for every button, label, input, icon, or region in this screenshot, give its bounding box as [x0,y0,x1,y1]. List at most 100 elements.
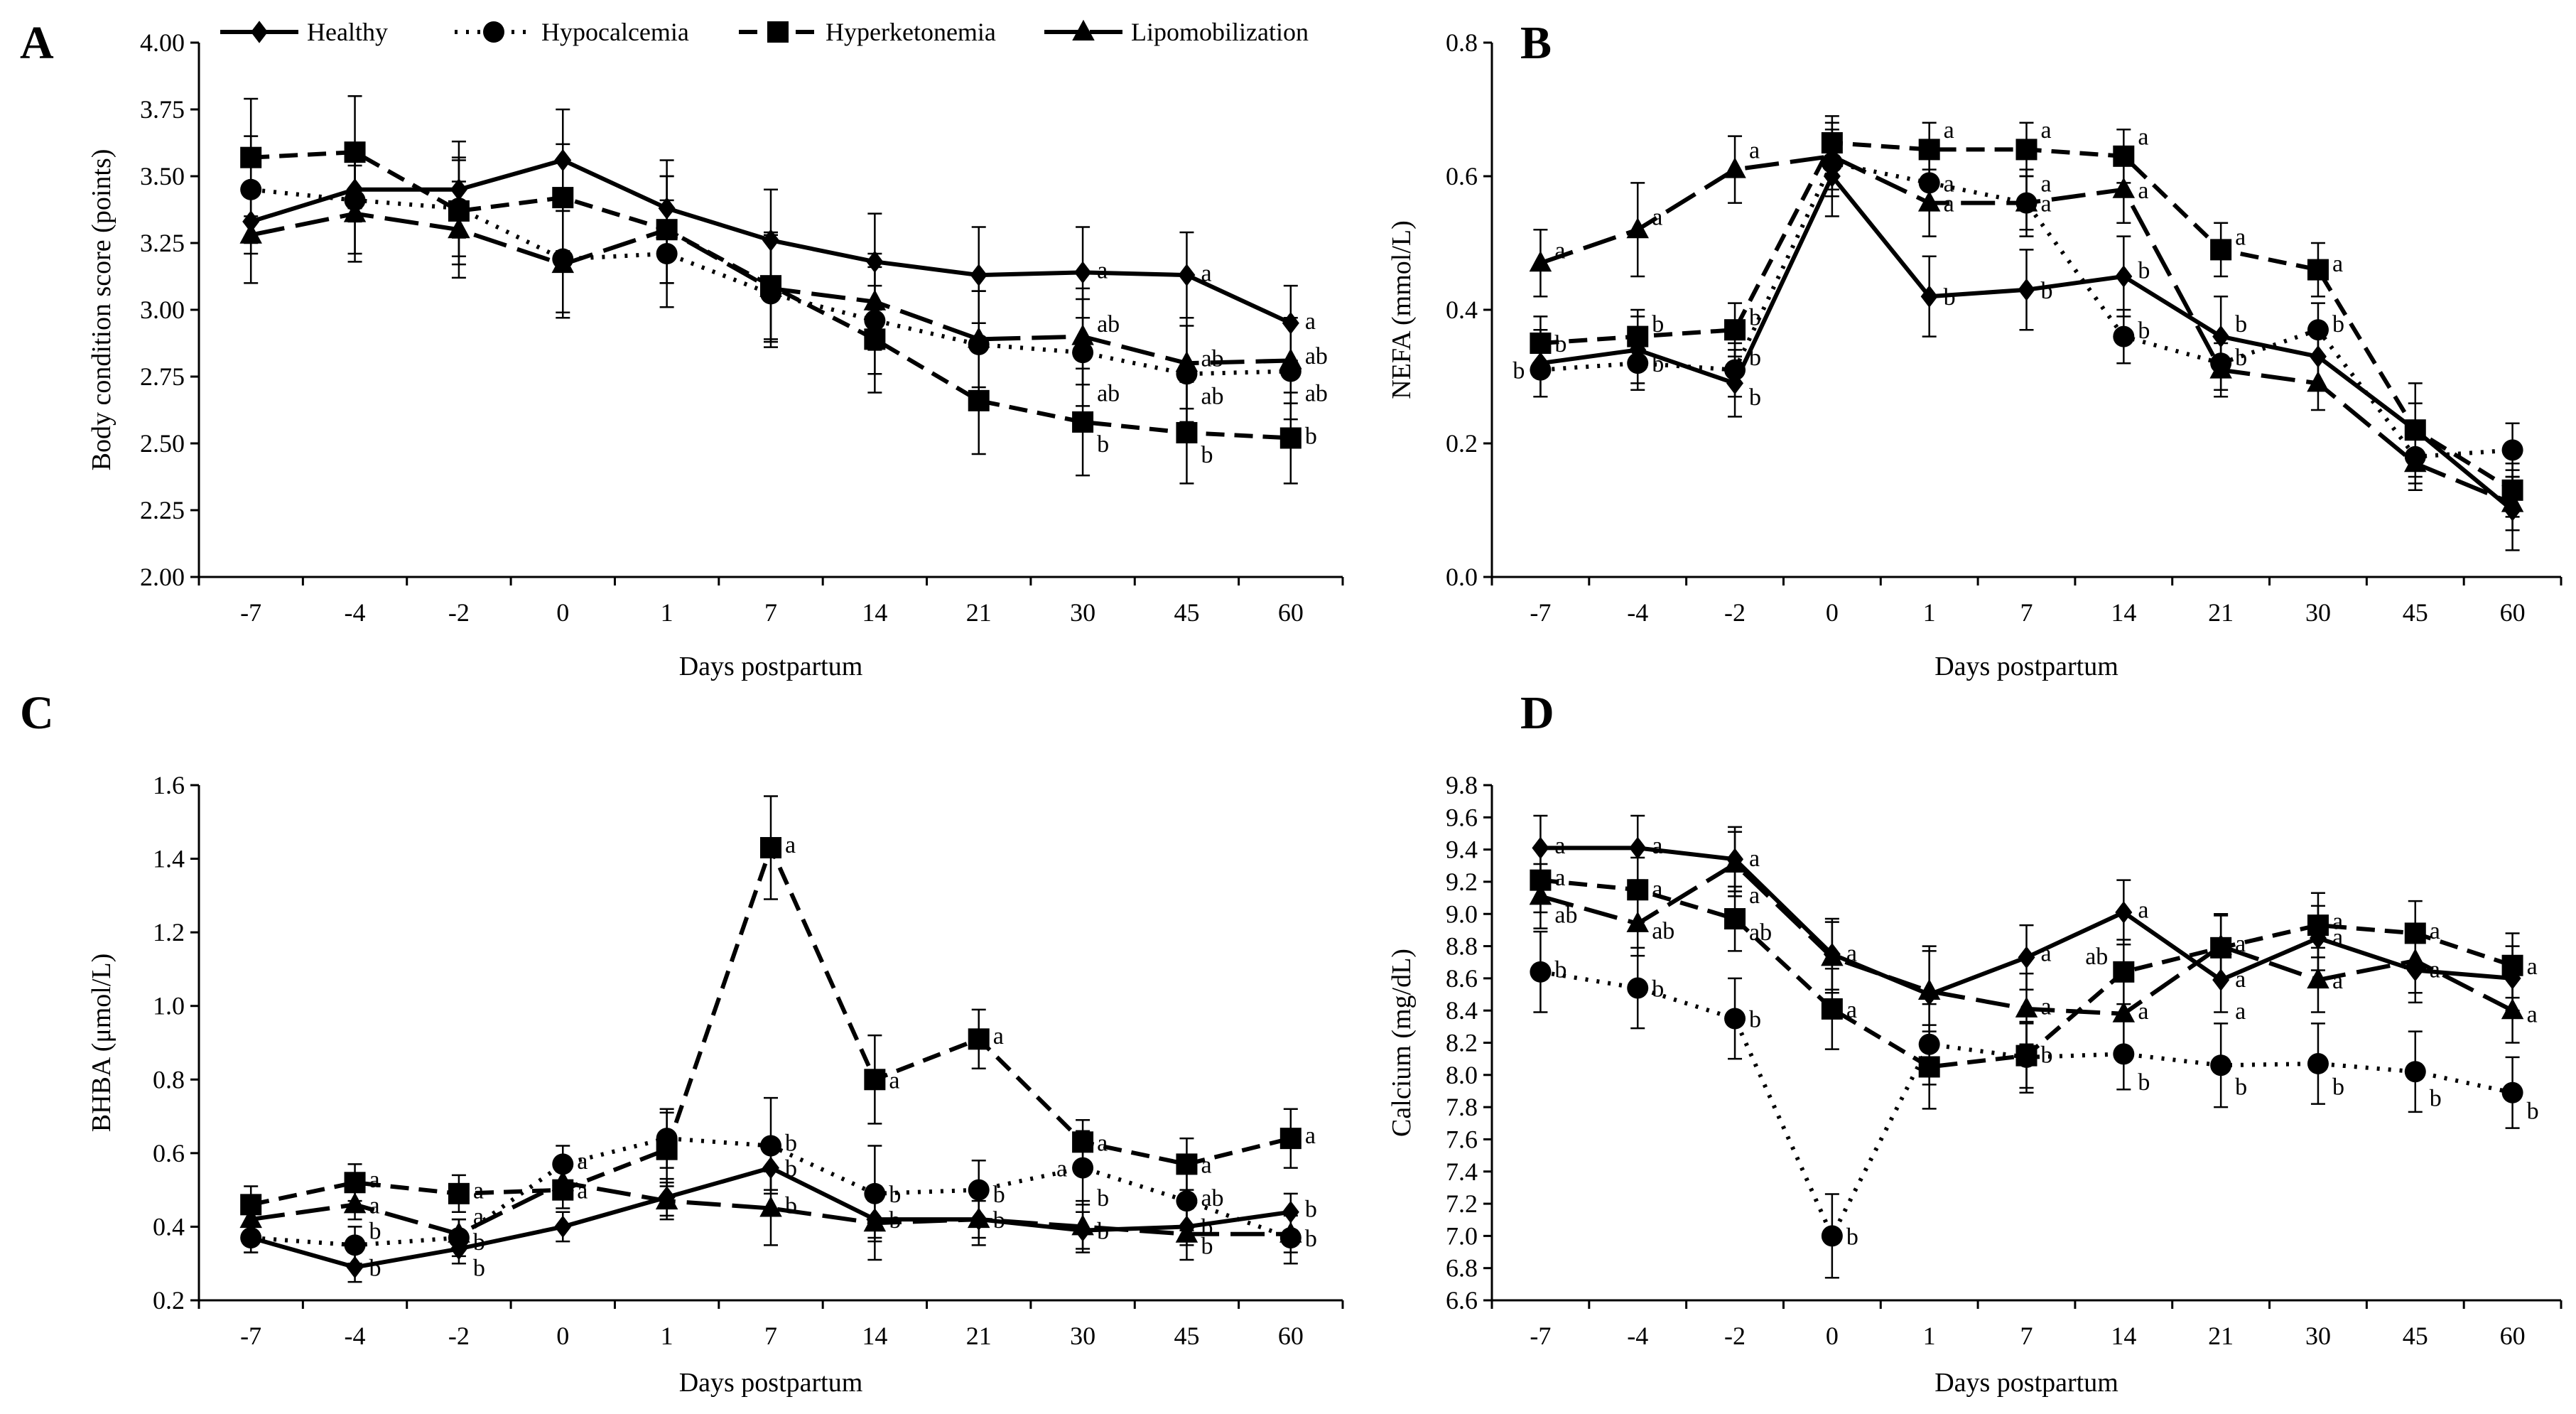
significance-label: a [369,1167,380,1193]
panel-letter: B [1520,17,1552,69]
x-axis-label: Days postpartum [1934,652,2118,681]
significance-label: a [2332,968,2343,994]
legend-marker-circle-icon [483,21,504,43]
series-lipomobilization [239,164,1302,410]
significance-label: a [1554,865,1565,891]
x-tick-label: 21 [966,598,992,627]
significance-label: a [1749,846,1760,872]
significance-label: a [2235,225,2246,251]
data-point [1071,1214,1094,1236]
significance-label: b [2235,1074,2247,1101]
x-tick-label: 1 [661,1322,673,1350]
data-point [1074,261,1092,284]
y-tick-label: 4.00 [140,28,185,57]
y-tick-label: 6.8 [1446,1254,1478,1283]
significance-label: b [1749,304,1761,330]
x-tick-label: 0 [1826,598,1839,627]
y-tick-label: 2.50 [140,429,185,458]
data-point [1072,1157,1094,1179]
significance-label: b [1652,976,1664,1002]
x-axis-label: Days postpartum [679,652,863,681]
legend-label: Lipomobilization [1131,18,1309,46]
data-point [864,1069,886,1091]
significance-label: a [2138,124,2148,151]
panel-d: D 6.6 6.8 7.0 7.2 7.4 7.6 7.8 8.0 8.2 8.4 8.6 8.8 9.0… [1387,687,2563,1398]
data-point [1176,1190,1198,1212]
x-tick-label: 60 [1278,1322,1304,1350]
significance-label: a [2235,966,2246,993]
data-point [1723,157,1746,178]
data-point [656,1138,678,1160]
significance-label: b [1749,384,1761,411]
significance-label: a [1056,1156,1067,1182]
data-point [2209,934,2232,955]
data-point [1529,250,1552,272]
significance-label: a [1652,204,1662,230]
y-tick-label: 3.00 [140,296,185,324]
y-tick-label: 3.75 [140,95,185,124]
significance-label: a [2332,251,2343,277]
data-point [970,264,987,286]
data-point [1176,421,1198,443]
y-tick-label: 6.6 [1446,1286,1478,1315]
data-point [1279,1221,1302,1243]
y-tick-label: 0.4 [153,1212,185,1241]
data-point [239,222,262,244]
y-tick-label: 7.6 [1446,1125,1478,1153]
data-point [1530,333,1552,354]
data-point [2307,1052,2329,1074]
series-lipomobilization [239,1167,1302,1261]
x-tick-label: -2 [1724,1322,1746,1350]
legend-label: Hypocalcemia [541,18,689,46]
significance-label: b [1201,442,1213,468]
significance-label: a [1201,1152,1211,1178]
data-point [863,289,887,311]
data-point [2501,954,2523,976]
legend-item-hyperketonemia: Hyperketonemia [739,18,996,46]
significance-label: a [1652,833,1662,859]
significance-label: b [1097,1185,1109,1211]
significance-label: b [1554,331,1566,357]
x-axis-label: Days postpartum [1934,1368,2118,1398]
series-line [250,1180,1291,1236]
significance-label: a [2430,956,2440,983]
data-point [1176,1153,1198,1175]
data-point [1920,285,1938,308]
data-point [343,1192,367,1214]
significance-label: a [577,1148,588,1175]
y-tick-label: 7.4 [1446,1157,1478,1186]
data-point [1724,908,1746,930]
y-tick-label: 0.6 [1446,162,1478,190]
data-point [1175,350,1198,372]
x-tick-label: -2 [448,1322,470,1350]
data-point [2018,946,2035,969]
significance-label: b [1512,358,1525,384]
significance-label: a [2235,998,2246,1025]
data-point [1530,961,1552,983]
data-point [240,1226,262,1248]
y-tick-label: 0.6 [153,1139,185,1167]
y-tick-label: 9.4 [1446,836,1478,864]
significance-label: b [1201,1214,1213,1241]
data-point [239,1207,262,1229]
y-tick-label: 2.25 [140,496,185,524]
panel-a: A 2.00 2.25 2.50 2.75 3.00 3.25 3.50 3.75 4.00 -7 -… [20,17,1344,681]
legend-marker-square-icon [767,21,789,43]
significance-label: a [2527,1002,2538,1028]
data-point [1072,1131,1094,1153]
data-point [2115,265,2133,288]
y-tick-label: 8.2 [1446,1029,1478,1057]
significance-label: b [2138,1069,2150,1096]
data-point [2404,450,2427,473]
x-tick-label: 45 [1174,1322,1199,1350]
data-point [2404,1061,2426,1083]
data-point [968,1028,990,1050]
data-point [554,1215,572,1238]
significance-label: b [889,1182,901,1208]
x-tick-label: -2 [1724,598,1746,627]
data-point [2501,1081,2523,1103]
significance-label: b [1749,1007,1761,1033]
x-tick-label: 30 [1070,598,1095,627]
series-lipomobilization [1529,831,2524,1050]
